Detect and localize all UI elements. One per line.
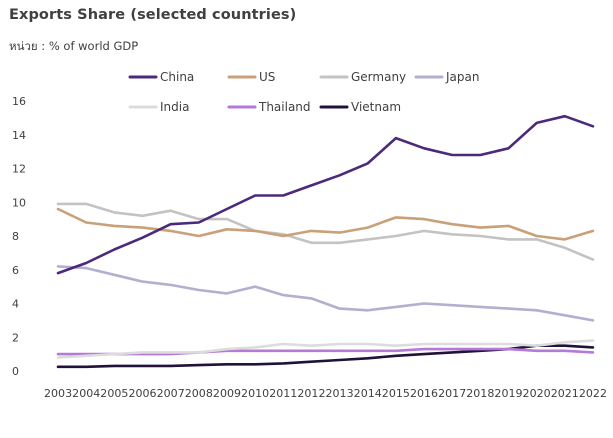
y-tick-label: 16 [12,95,26,108]
legend-item-germany: Germany [319,70,406,84]
chart-title: Exports Share (selected countries) [9,7,297,23]
y-tick-label: 14 [12,129,26,142]
series-line-japan [56,265,595,322]
x-tick-label: 2016 [410,388,438,400]
legend: China US Germany Japan India Thailand Vietnam [128,70,479,114]
legend-label: US [259,70,275,84]
x-tick-label: 2005 [100,388,128,400]
x-tick-label: 2011 [269,388,297,400]
legend-label: India [160,100,189,114]
x-tick-label: 2020 [523,388,551,400]
x-tick-label: 2014 [354,388,382,400]
x-tick-label: 2009 [213,388,241,400]
y-tick-label: 12 [12,163,26,176]
x-tick-label: 2006 [128,388,156,400]
x-tick-label: 2017 [438,388,466,400]
x-tick-label: 2022 [579,388,607,400]
series-line-us [56,207,595,241]
legend-label: Japan [445,70,479,84]
series-line-thailand [56,347,595,356]
y-tick-label: 10 [12,196,26,209]
legend-label: Germany [351,70,406,84]
legend-item-japan: Japan [414,70,479,84]
y-tick-label: 4 [12,298,19,311]
legend-item-india: India [128,100,189,114]
y-tick-label: 2 [12,331,19,344]
x-tick-label: 2007 [157,388,185,400]
y-tick-label: 6 [12,264,19,277]
series-line-china [56,114,595,275]
y-tick-label: 8 [12,230,19,243]
series-line-india [56,339,595,359]
series-lines [56,114,595,369]
x-tick-label: 2013 [326,388,354,400]
x-tick-label: 2019 [494,388,522,400]
legend-item-thailand: Thailand [227,100,311,114]
x-tick-label: 2008 [185,388,213,400]
legend-label: Thailand [258,100,311,114]
x-tick-label: 2003 [44,388,72,400]
y-tick-label: 0 [12,365,19,378]
legend-item-us: US [227,70,275,84]
x-tick-label: 2015 [382,388,410,400]
y-axis: 0 2 4 6 8 10 12 14 16 [12,95,26,378]
x-tick-label: 2004 [72,388,100,400]
series-line-germany [56,202,595,261]
legend-item-china: China [128,70,194,84]
x-tick-label: 2018 [466,388,494,400]
chart-subtitle: หน่วย : % of world GDP [9,39,139,53]
legend-item-vietnam: Vietnam [319,100,401,114]
x-tick-label: 2021 [551,388,579,400]
legend-label: Vietnam [351,100,401,114]
legend-label: China [160,70,194,84]
x-axis: 2003 2004 2005 2006 2007 2008 2009 2010 2011 2012… [44,388,607,400]
x-tick-label: 2012 [297,388,325,400]
x-tick-label: 2010 [241,388,269,400]
